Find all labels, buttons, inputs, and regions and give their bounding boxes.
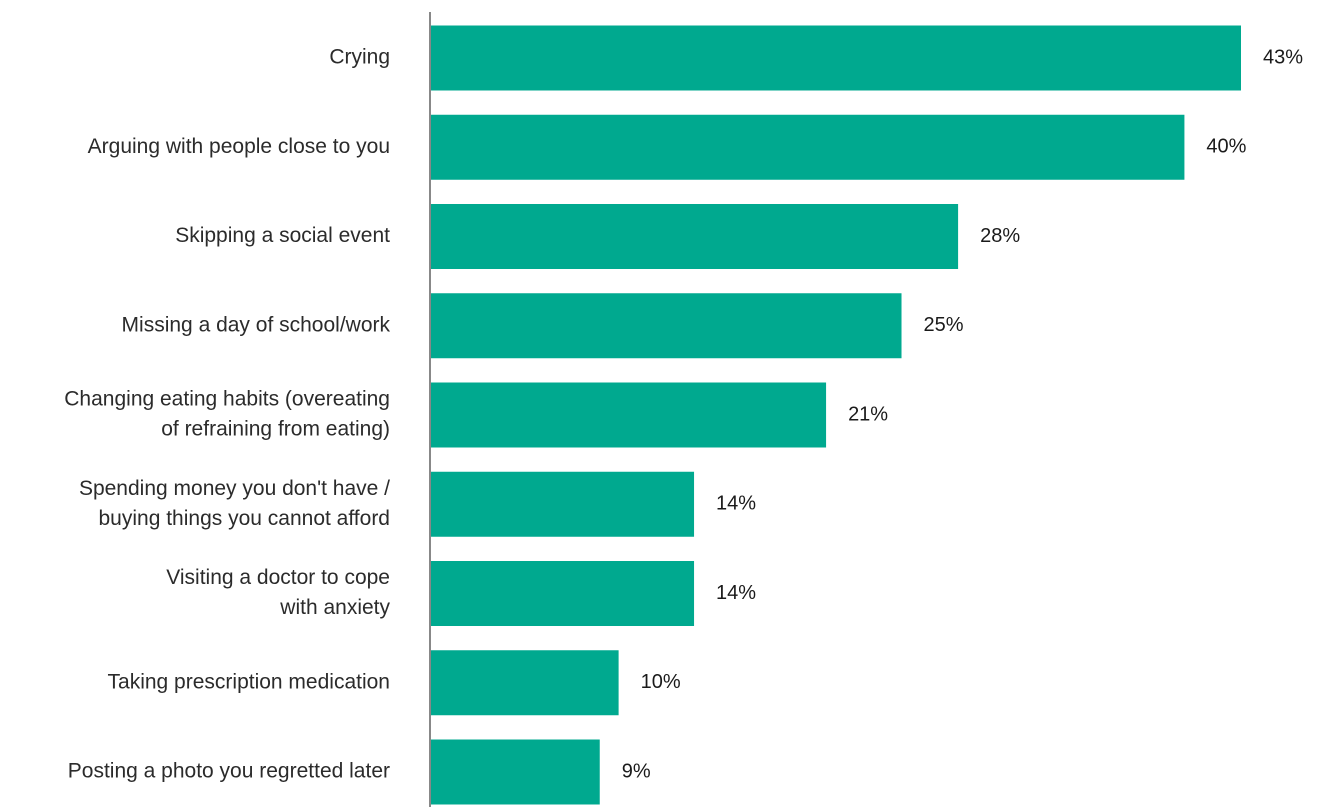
bar-2 (430, 114, 1185, 180)
bar-4 (430, 293, 902, 359)
value-label-1: 43% (1263, 46, 1303, 68)
category-label-6: Spending money you don't have / buying th… (79, 477, 390, 530)
value-label-3: 28% (980, 225, 1020, 247)
category-label-line: with anxiety (279, 596, 390, 619)
value-labels: 43% 40% 28% 25% 21% 14% 14% 10% 9% (622, 46, 1304, 782)
bar-8 (430, 650, 619, 716)
category-label-9: Posting a photo you regretted later (68, 760, 390, 783)
category-label-line: Taking prescription medication (108, 670, 390, 693)
bar-1 (430, 25, 1241, 91)
category-label-line: buying things you cannot afford (99, 507, 391, 530)
category-label-1: Crying (329, 46, 390, 69)
category-label-line: Arguing with people close to you (88, 135, 390, 158)
category-label-line: Spending money you don't have / (79, 477, 390, 500)
category-label-3: Skipping a social event (175, 224, 390, 247)
category-label-5: Changing eating habits (overeating of ref… (64, 388, 390, 441)
value-label-9: 9% (622, 760, 651, 782)
category-label-4: Missing a day of school/work (122, 313, 391, 336)
category-label-7: Visiting a doctor to cope with anxiety (166, 566, 390, 619)
category-label-line: Missing a day of school/work (122, 313, 391, 336)
value-label-8: 10% (641, 671, 681, 693)
category-label-line: Posting a photo you regretted later (68, 760, 390, 783)
bar-9 (430, 739, 600, 805)
value-label-7: 14% (716, 582, 756, 604)
bar-5 (430, 382, 827, 448)
category-label-line: of refraining from eating) (161, 418, 390, 441)
bars-layer (430, 25, 1241, 805)
category-label-2: Arguing with people close to you (88, 135, 390, 158)
category-label-8: Taking prescription medication (108, 670, 390, 693)
value-label-2: 40% (1206, 136, 1246, 158)
category-label-line: Visiting a doctor to cope (166, 566, 390, 589)
bar-7 (430, 561, 695, 626)
value-label-4: 25% (924, 314, 964, 336)
category-labels: Crying Arguing with people close to you Sk… (64, 46, 390, 783)
bar-3 (430, 204, 959, 269)
category-label-line: Skipping a social event (175, 224, 390, 247)
bar-6 (430, 471, 695, 537)
value-label-5: 21% (848, 403, 888, 425)
category-label-line: Changing eating habits (overeating (64, 388, 390, 411)
category-label-line: Crying (329, 46, 390, 69)
value-label-6: 14% (716, 493, 756, 515)
